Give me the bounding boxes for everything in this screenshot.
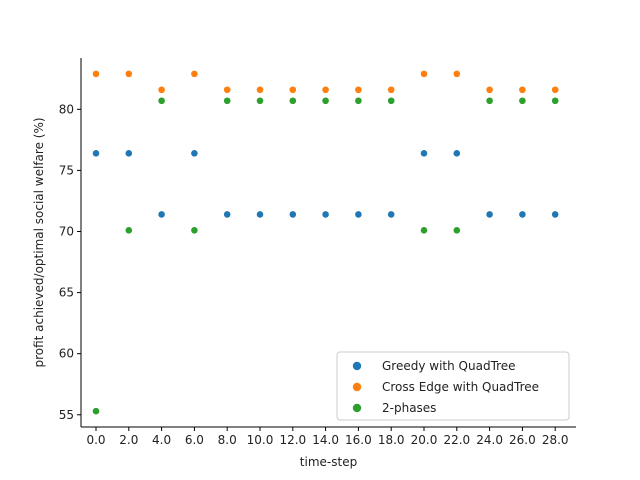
data-point-series-1 [289, 86, 297, 94]
data-point-series-2 [191, 226, 198, 234]
x-tick-label: 8.0 [218, 433, 237, 447]
data-point-series-1 [420, 70, 428, 78]
y-tick-label: 60 [59, 347, 74, 361]
y-axis-ticks: 55 60 65 70 75 80 [59, 102, 81, 422]
data-point-series-2 [486, 97, 493, 105]
y-tick-label: 70 [59, 225, 74, 239]
data-point-series-1 [387, 86, 395, 94]
data-point-series-0 [256, 211, 264, 218]
data-point-series-0 [420, 150, 428, 157]
data-point-series-2 [355, 97, 362, 105]
legend-label: Greedy with QuadTree [382, 359, 516, 373]
data-point-series-2 [453, 226, 461, 234]
y-tick-label: 55 [59, 408, 74, 422]
data-point-series-0 [387, 211, 395, 218]
data-point-series-0 [125, 150, 133, 157]
data-point-series-2 [92, 407, 100, 415]
legend-marker [352, 361, 362, 371]
data-point-series-1 [519, 86, 526, 94]
y-tick-label: 80 [59, 102, 74, 116]
data-point-series-2 [519, 97, 526, 105]
x-tick-label: 28.0 [542, 433, 569, 447]
data-point-series-0 [158, 211, 165, 218]
x-tick-label: 4.0 [152, 433, 171, 447]
data-point-series-2 [322, 97, 329, 105]
data-point-series-0 [519, 211, 526, 218]
x-tick-label: 16.0 [345, 433, 372, 447]
data-point-series-0 [486, 211, 493, 218]
data-point-series-2 [387, 97, 395, 105]
data-point-series-2 [158, 97, 165, 105]
legend-frame [336, 351, 570, 421]
data-points [92, 70, 559, 415]
x-tick-label: 12.0 [279, 433, 306, 447]
data-point-series-1 [223, 86, 231, 94]
x-tick-label: 10.0 [247, 433, 274, 447]
legend: Greedy with QuadTree Cross Edge with Quad… [336, 351, 570, 421]
data-point-series-1 [551, 86, 559, 94]
data-point-series-2 [420, 226, 428, 234]
data-point-series-0 [289, 211, 297, 218]
data-point-series-1 [191, 70, 198, 78]
y-tick-label: 75 [59, 163, 74, 177]
data-point-series-0 [322, 211, 329, 218]
data-point-series-1 [125, 70, 133, 78]
x-tick-label: 14.0 [312, 433, 339, 447]
data-point-series-1 [158, 86, 165, 94]
data-point-series-1 [453, 70, 461, 78]
legend-label: Cross Edge with QuadTree [382, 380, 539, 394]
x-tick-label: 22.0 [443, 433, 470, 447]
data-point-series-2 [289, 97, 297, 105]
y-tick-label: 65 [59, 286, 74, 300]
x-axis-label: time-step [300, 455, 357, 469]
x-axis-ticks: 0.0 2.0 4.0 6.0 8.0 10.0 12.0 14.0 16.0 18.0 20.0 2… [86, 427, 569, 447]
data-point-series-2 [256, 97, 264, 105]
data-point-series-0 [355, 211, 362, 218]
data-point-series-0 [551, 211, 559, 218]
data-point-series-1 [256, 86, 264, 94]
x-tick-label: 26.0 [509, 433, 536, 447]
y-axis-label: profit achieved/optimal social welfare (… [32, 117, 46, 367]
data-point-series-1 [486, 86, 493, 94]
data-point-series-2 [223, 97, 231, 105]
legend-label: 2-phases [382, 401, 436, 415]
data-point-series-0 [191, 150, 198, 157]
x-tick-label: 18.0 [378, 433, 405, 447]
data-point-series-2 [125, 226, 133, 234]
data-point-series-1 [322, 86, 329, 94]
data-point-series-0 [453, 150, 461, 157]
data-point-series-2 [551, 97, 559, 105]
x-tick-label: 6.0 [185, 433, 204, 447]
legend-marker [352, 382, 362, 392]
data-point-series-0 [223, 211, 231, 218]
data-point-series-0 [92, 150, 100, 157]
legend-marker [352, 403, 362, 413]
data-point-series-1 [355, 86, 362, 94]
x-tick-label: 20.0 [411, 433, 438, 447]
x-tick-label: 2.0 [119, 433, 138, 447]
x-tick-label: 24.0 [476, 433, 503, 447]
x-tick-label: 0.0 [86, 433, 105, 447]
data-point-series-1 [92, 70, 100, 78]
